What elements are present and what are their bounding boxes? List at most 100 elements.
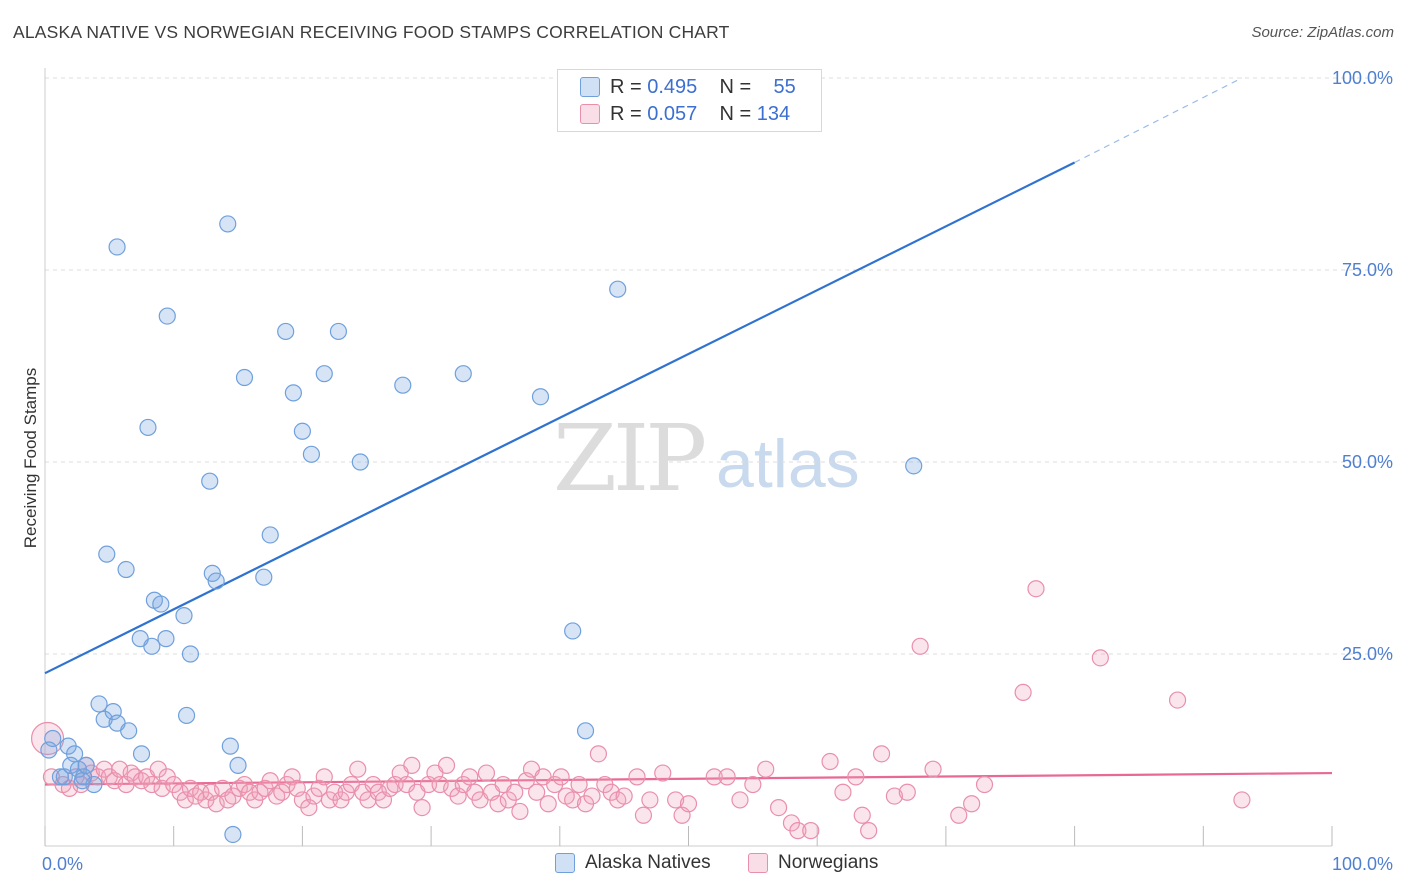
data-point-norwegians [834, 783, 852, 801]
data-point-alaska-natives [131, 630, 149, 648]
legend-swatch-blue [580, 77, 600, 97]
data-point-norwegians [898, 783, 916, 801]
bottom-legend-label: Alaska Natives [585, 852, 711, 873]
legend-swatch-pink [580, 104, 600, 124]
data-point-alaska-natives [235, 368, 254, 387]
x-tick-label: 0.0% [42, 854, 83, 874]
data-point-norwegians [860, 822, 878, 840]
data-point-alaska-natives [152, 595, 170, 613]
data-point-alaska-natives [564, 622, 582, 640]
data-point-alaska-natives [261, 526, 279, 544]
data-point-alaska-natives [201, 472, 219, 490]
data-point-norwegians [924, 760, 942, 778]
data-point-norwegians [570, 775, 588, 794]
data-point-alaska-natives [108, 238, 126, 256]
data-point-alaska-natives [158, 307, 176, 325]
data-point-norwegians [802, 822, 820, 840]
trend-line-solid [44, 161, 1076, 675]
y-tick-label: 50.0% [1342, 452, 1393, 472]
watermark-zip: ZIP [553, 405, 707, 512]
data-point-norwegians [757, 760, 775, 778]
data-point-alaska-natives [51, 768, 70, 786]
data-point-alaska-natives [44, 729, 62, 748]
data-point-norwegians [769, 798, 788, 817]
data-point-norwegians [821, 752, 839, 771]
data-point-norwegians [461, 768, 479, 786]
data-point-alaska-natives [139, 418, 157, 437]
data-point-alaska-natives [293, 422, 311, 440]
data-point-norwegians [634, 806, 653, 824]
trend-line-alaska-natives [44, 77, 1243, 675]
data-point-norwegians [789, 822, 807, 840]
data-point-norwegians [1233, 791, 1251, 809]
data-point-norwegians [744, 775, 762, 794]
chart-title: ALASKA NATIVE VS NORWEGIAN RECEIVING FOO… [13, 22, 730, 42]
data-point-alaska-natives [219, 215, 237, 233]
data-point-alaska-natives [181, 645, 200, 663]
data-point-norwegians [1014, 683, 1032, 702]
grid-lines [45, 77, 1392, 655]
data-point-norwegians [1168, 691, 1187, 709]
data-point-norwegians [1027, 580, 1045, 598]
data-point-norwegians [950, 806, 968, 824]
bottom-legend-alaska-natives: Alaska Natives [555, 852, 711, 874]
data-point-norwegians [705, 768, 723, 786]
data-point-norwegians [403, 756, 421, 774]
bottom-legend-swatch-pink [748, 853, 768, 873]
data-point-norwegians [679, 795, 698, 813]
data-point-norwegians [853, 806, 871, 824]
data-point-alaska-natives [609, 280, 627, 298]
legend-r-label: R = [610, 102, 642, 125]
data-point-norwegians [437, 756, 456, 774]
data-point-alaska-natives [905, 457, 923, 475]
data-point-norwegians [589, 745, 608, 763]
data-point-norwegians [489, 795, 507, 813]
data-point-norwegians [911, 637, 929, 655]
legend-n-value: 55 [773, 75, 796, 98]
legend-row-norwegians: R = 0.057 N = 134 [580, 102, 790, 126]
y-tick-label: 25.0% [1342, 644, 1393, 664]
data-point-alaska-natives [132, 745, 151, 763]
legend-n-label: N = [719, 102, 752, 125]
data-point-norwegians [731, 791, 749, 809]
legend-r-value: 0.057 [647, 102, 698, 125]
data-point-alaska-natives [77, 756, 95, 774]
data-point-norwegians [847, 768, 865, 786]
data-point-alaska-natives [351, 453, 369, 471]
legend-n-label: N = [719, 75, 752, 98]
legend-n-value: 134 [756, 102, 791, 125]
data-point-alaska-natives [329, 322, 348, 341]
data-point-alaska-natives [157, 630, 175, 648]
data-point-alaska-natives [73, 772, 91, 790]
data-point-norwegians [261, 772, 279, 790]
bottom-legend-label: Norwegians [778, 852, 879, 873]
legend-r-value: 0.495 [647, 75, 698, 98]
bottom-legend-norwegians: Norwegians [748, 852, 878, 874]
points-alaska-natives [40, 215, 923, 844]
tick-labels: 25.0% 50.0% 75.0% 100.0% 0.0% 100.0% [42, 68, 1393, 874]
data-point-norwegians [552, 768, 570, 786]
data-point-alaska-natives [175, 606, 193, 625]
data-point-norwegians [583, 787, 601, 805]
data-point-norwegians [413, 798, 431, 817]
points-norwegians [30, 580, 1251, 840]
data-point-alaska-natives [90, 695, 108, 713]
data-point-alaska-natives [531, 388, 550, 406]
data-point-norwegians [628, 768, 646, 786]
data-point-alaska-natives [302, 445, 321, 463]
data-point-norwegians [667, 791, 685, 809]
data-point-norwegians [143, 775, 161, 794]
y-tick-label: 100.0% [1332, 68, 1393, 88]
data-point-alaska-natives [394, 376, 412, 394]
data-point-norwegians [315, 768, 333, 786]
data-point-norwegians [564, 791, 582, 809]
data-point-norwegians [654, 764, 672, 782]
data-point-norwegians [641, 791, 659, 809]
data-point-alaska-natives [284, 384, 302, 402]
data-point-alaska-natives [255, 568, 273, 586]
data-point-norwegians [615, 787, 633, 805]
data-point-norwegians [963, 795, 981, 813]
trend-line-dashed [1074, 77, 1243, 164]
data-point-alaska-natives [224, 825, 242, 844]
